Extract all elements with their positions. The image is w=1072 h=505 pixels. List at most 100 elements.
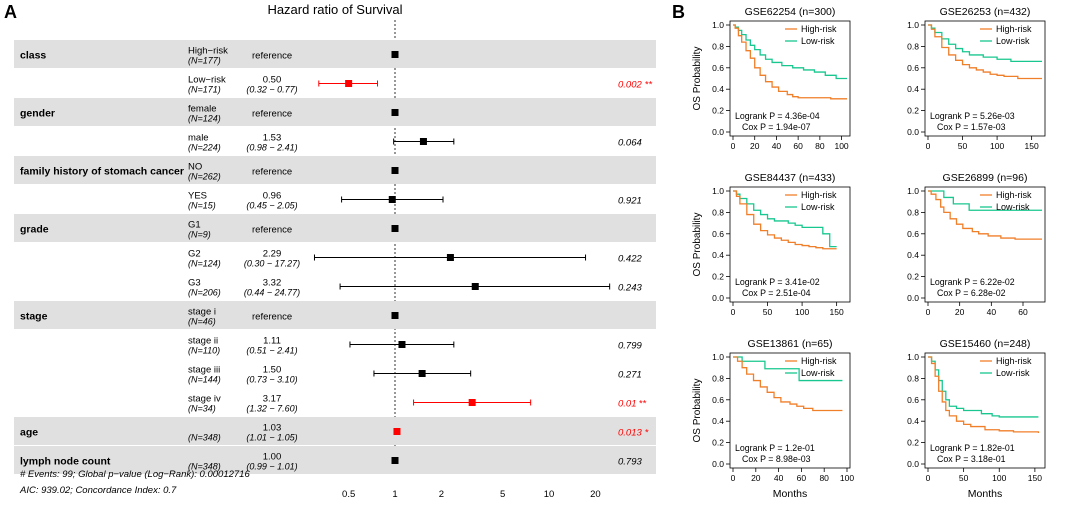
row-ci: (1.01 − 1.05) — [246, 433, 297, 443]
y-tick-label: 0.2 — [712, 272, 724, 282]
row-band — [14, 446, 656, 474]
row-n: (N=9) — [188, 230, 211, 240]
x-tick-label: 50 — [959, 473, 969, 483]
y-tick-label: 0.4 — [907, 416, 919, 426]
y-tick-label: 1.0 — [907, 352, 919, 362]
x-tick-label: 50 — [763, 307, 773, 317]
x-tick-label: 0 — [926, 141, 931, 151]
km-frame — [729, 20, 851, 137]
x-tick-label: 0 — [926, 473, 931, 483]
y-tick-label: 0.2 — [907, 272, 919, 282]
cox-p: Cox P = 6.28e-02 — [937, 288, 1006, 298]
km-panel: GSE13861 (n=65) 0.0 0.2 0.4 0.6 0.8 1.0 0 20 40 60… — [692, 338, 854, 500]
x-tick-label: 100 — [992, 473, 1006, 483]
row-level: G1 — [188, 220, 201, 231]
row-pvalue: 0.793 — [618, 457, 642, 468]
row-pvalue: 0.921 — [618, 196, 642, 207]
km-panel: GSE62254 (n=300) 0.0 0.2 0.4 0.6 0.8 1.0 0 20 40 6… — [692, 6, 851, 151]
y-tick-label: 0.0 — [712, 459, 724, 469]
row-level: stage iii — [188, 365, 220, 376]
row-level: stage i — [188, 307, 216, 318]
km-frame — [729, 352, 851, 469]
row-level: G2 — [188, 249, 201, 260]
hr-marker — [388, 196, 396, 203]
cox-p: Cox P = 1.57e-03 — [937, 122, 1006, 132]
x-tick-label: 60 — [793, 141, 803, 151]
x-tick-label: 40 — [772, 141, 782, 151]
y-tick-label: 1.0 — [712, 186, 724, 196]
km-frame — [924, 20, 1046, 137]
y-tick-label: 1.0 — [907, 186, 919, 196]
km-frame — [924, 186, 1046, 303]
row-ci: (0.73 − 3.10) — [246, 375, 297, 385]
km-frame — [924, 352, 1046, 469]
row-pvalue: 0.243 — [618, 283, 642, 294]
x-axis-label: Months — [968, 488, 1002, 500]
row-n: (N=110) — [188, 346, 220, 356]
y-tick-label: 0.6 — [907, 395, 919, 405]
x-tick-label: 80 — [815, 141, 825, 151]
cox-p: Cox P = 1.94e-07 — [742, 122, 811, 132]
y-tick-label: 0.6 — [907, 63, 919, 73]
row-pvalue: 0.799 — [618, 341, 642, 352]
low-risk-curve — [928, 190, 1042, 211]
x-tick-label: 50 — [958, 141, 968, 151]
forest-plot: class High−risk(N=177) referenceLow−risk(N… — [14, 20, 656, 500]
legend-high-label: High-risk — [801, 24, 837, 34]
row-hr: 3.17 — [263, 394, 282, 405]
hr-marker — [471, 283, 479, 290]
legend-low-label: Low-risk — [801, 368, 835, 378]
row-n: (N=124) — [188, 259, 221, 269]
panel-label-b: B — [672, 2, 685, 22]
row-variable: grade — [20, 224, 49, 236]
logrank-p: Logrank P = 1.2e-01 — [735, 443, 815, 453]
row-n: (N=177) — [188, 56, 221, 66]
forest-footer-aic: AIC: 939.02; Concordance Index: 0.7 — [19, 485, 177, 496]
x-tick-label: 60 — [797, 473, 807, 483]
reference-marker — [391, 51, 399, 58]
row-hr: 1.53 — [263, 133, 282, 144]
km-title: GSE84437 (n=433) — [745, 172, 836, 184]
km-title: GSE26899 (n=96) — [943, 172, 1028, 184]
row-n: (N=348) — [188, 433, 221, 443]
row-reference: reference — [252, 225, 292, 236]
row-band — [14, 40, 656, 68]
row-level: High−risk — [188, 46, 228, 57]
y-tick-label: 1.0 — [712, 20, 724, 30]
row-level: stage iv — [188, 394, 221, 405]
y-tick-label: 0.8 — [907, 373, 919, 383]
low-risk-curve — [733, 24, 847, 80]
row-reference: reference — [252, 51, 292, 62]
row-ci: (0.32 − 0.77) — [246, 85, 297, 95]
row-ci: (0.45 − 2.05) — [246, 201, 297, 211]
legend-high-label: High-risk — [996, 24, 1032, 34]
x-tick-label: 100 — [795, 307, 809, 317]
row-pvalue: 0.064 — [618, 138, 642, 149]
forest-footer-events: # Events: 99; Global p−value (Log−Rank):… — [20, 469, 250, 480]
row-hr: 1.00 — [263, 452, 282, 463]
x-tick-label: 0 — [926, 307, 931, 317]
row-variable: family history of stomach cancer — [20, 166, 184, 178]
x-tick-label: 100 — [834, 141, 848, 151]
row-variable: gender — [20, 108, 55, 120]
hr-marker — [345, 80, 353, 87]
row-ci: (0.30 − 17.27) — [244, 259, 300, 269]
row-level: male — [188, 133, 209, 144]
y-tick-label: 0.8 — [907, 207, 919, 217]
row-level: YES — [188, 191, 207, 202]
row-hr: 1.50 — [263, 365, 282, 376]
y-axis-label: OS Probability — [692, 379, 703, 443]
logrank-p: Logrank P = 4.36e-04 — [735, 111, 820, 121]
km-title: GSE13861 (n=65) — [748, 338, 833, 350]
row-ci: (0.44 − 24.77) — [244, 288, 300, 298]
x-tick-label: 10 — [544, 489, 555, 500]
row-band — [14, 214, 656, 242]
row-hr: 0.50 — [263, 75, 282, 86]
row-n: (N=15) — [188, 201, 216, 211]
hr-marker — [391, 457, 399, 464]
row-pvalue: 0.271 — [618, 370, 642, 381]
hr-marker — [418, 370, 426, 377]
row-hr: 1.11 — [263, 336, 281, 347]
row-level: stage ii — [188, 336, 218, 347]
